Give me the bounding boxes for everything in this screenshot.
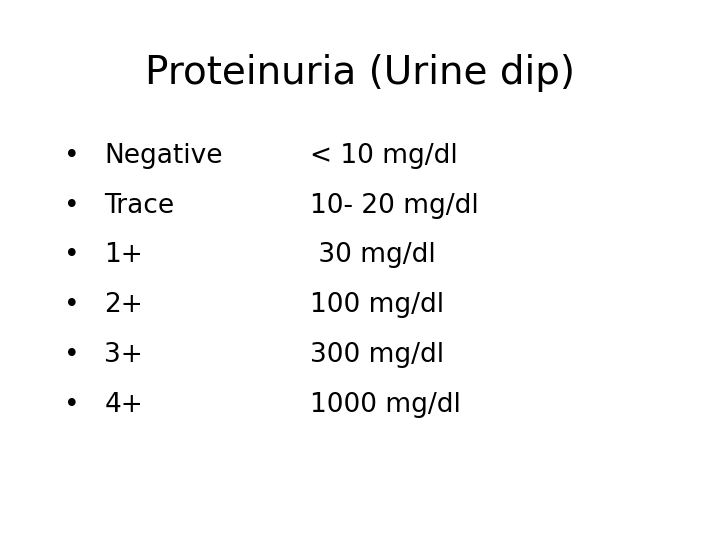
Text: •: • bbox=[64, 193, 80, 219]
Text: Trace: Trace bbox=[104, 193, 174, 219]
Text: 3+: 3+ bbox=[104, 342, 143, 368]
Text: •: • bbox=[64, 342, 80, 368]
Text: 100 mg/dl: 100 mg/dl bbox=[310, 292, 444, 318]
Text: •: • bbox=[64, 242, 80, 268]
Text: 1+: 1+ bbox=[104, 242, 143, 268]
Text: Proteinuria (Urine dip): Proteinuria (Urine dip) bbox=[145, 54, 575, 92]
Text: 2+: 2+ bbox=[104, 292, 143, 318]
Text: •: • bbox=[64, 292, 80, 318]
Text: 4+: 4+ bbox=[104, 392, 143, 417]
Text: 10- 20 mg/dl: 10- 20 mg/dl bbox=[310, 193, 478, 219]
Text: •: • bbox=[64, 143, 80, 169]
Text: 300 mg/dl: 300 mg/dl bbox=[310, 342, 444, 368]
Text: •: • bbox=[64, 392, 80, 417]
Text: < 10 mg/dl: < 10 mg/dl bbox=[310, 143, 457, 169]
Text: 30 mg/dl: 30 mg/dl bbox=[310, 242, 436, 268]
Text: Negative: Negative bbox=[104, 143, 223, 169]
Text: 1000 mg/dl: 1000 mg/dl bbox=[310, 392, 461, 417]
